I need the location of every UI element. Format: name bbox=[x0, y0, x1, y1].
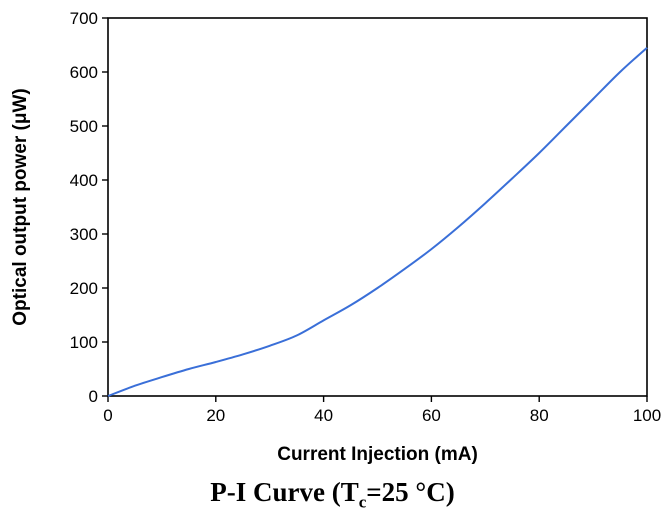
y-tick-label: 400 bbox=[70, 171, 98, 190]
y-tick-label: 700 bbox=[70, 9, 98, 28]
caption-subscript: c bbox=[358, 492, 367, 512]
plot-frame bbox=[107, 17, 648, 397]
y-axis-title: Optical output power (μW) bbox=[10, 88, 31, 325]
caption-suffix: =25 °C) bbox=[366, 477, 455, 507]
x-tick-label: 100 bbox=[633, 406, 661, 425]
x-tick-label: 0 bbox=[103, 406, 112, 425]
y-axis-ticks: 0 100 200 300 400 500 600 700 bbox=[70, 9, 108, 406]
x-tick-label: 20 bbox=[206, 406, 225, 425]
y-tick-label: 500 bbox=[70, 117, 98, 136]
series-layer bbox=[107, 46, 648, 397]
y-tick-label: 200 bbox=[70, 279, 98, 298]
caption-prefix: P-I Curve (T bbox=[210, 477, 359, 507]
figure-caption: P-I Curve (Tc=25 °C) bbox=[0, 477, 665, 512]
x-tick-label: 80 bbox=[530, 406, 549, 425]
pi-curve-chart: 0 100 200 300 400 500 600 700 0 20 40 60 80 100 Curr… bbox=[10, 9, 661, 465]
y-tick-label: 300 bbox=[70, 225, 98, 244]
x-axis-title: Current Injection (mA) bbox=[277, 444, 478, 465]
series-line bbox=[107, 46, 648, 397]
x-tick-label: 40 bbox=[314, 406, 333, 425]
y-tick-label: 0 bbox=[89, 387, 98, 406]
y-tick-label: 600 bbox=[70, 63, 98, 82]
y-tick-label: 100 bbox=[70, 333, 98, 352]
x-tick-label: 60 bbox=[422, 406, 441, 425]
x-axis-ticks: 0 20 40 60 80 100 bbox=[103, 396, 661, 425]
